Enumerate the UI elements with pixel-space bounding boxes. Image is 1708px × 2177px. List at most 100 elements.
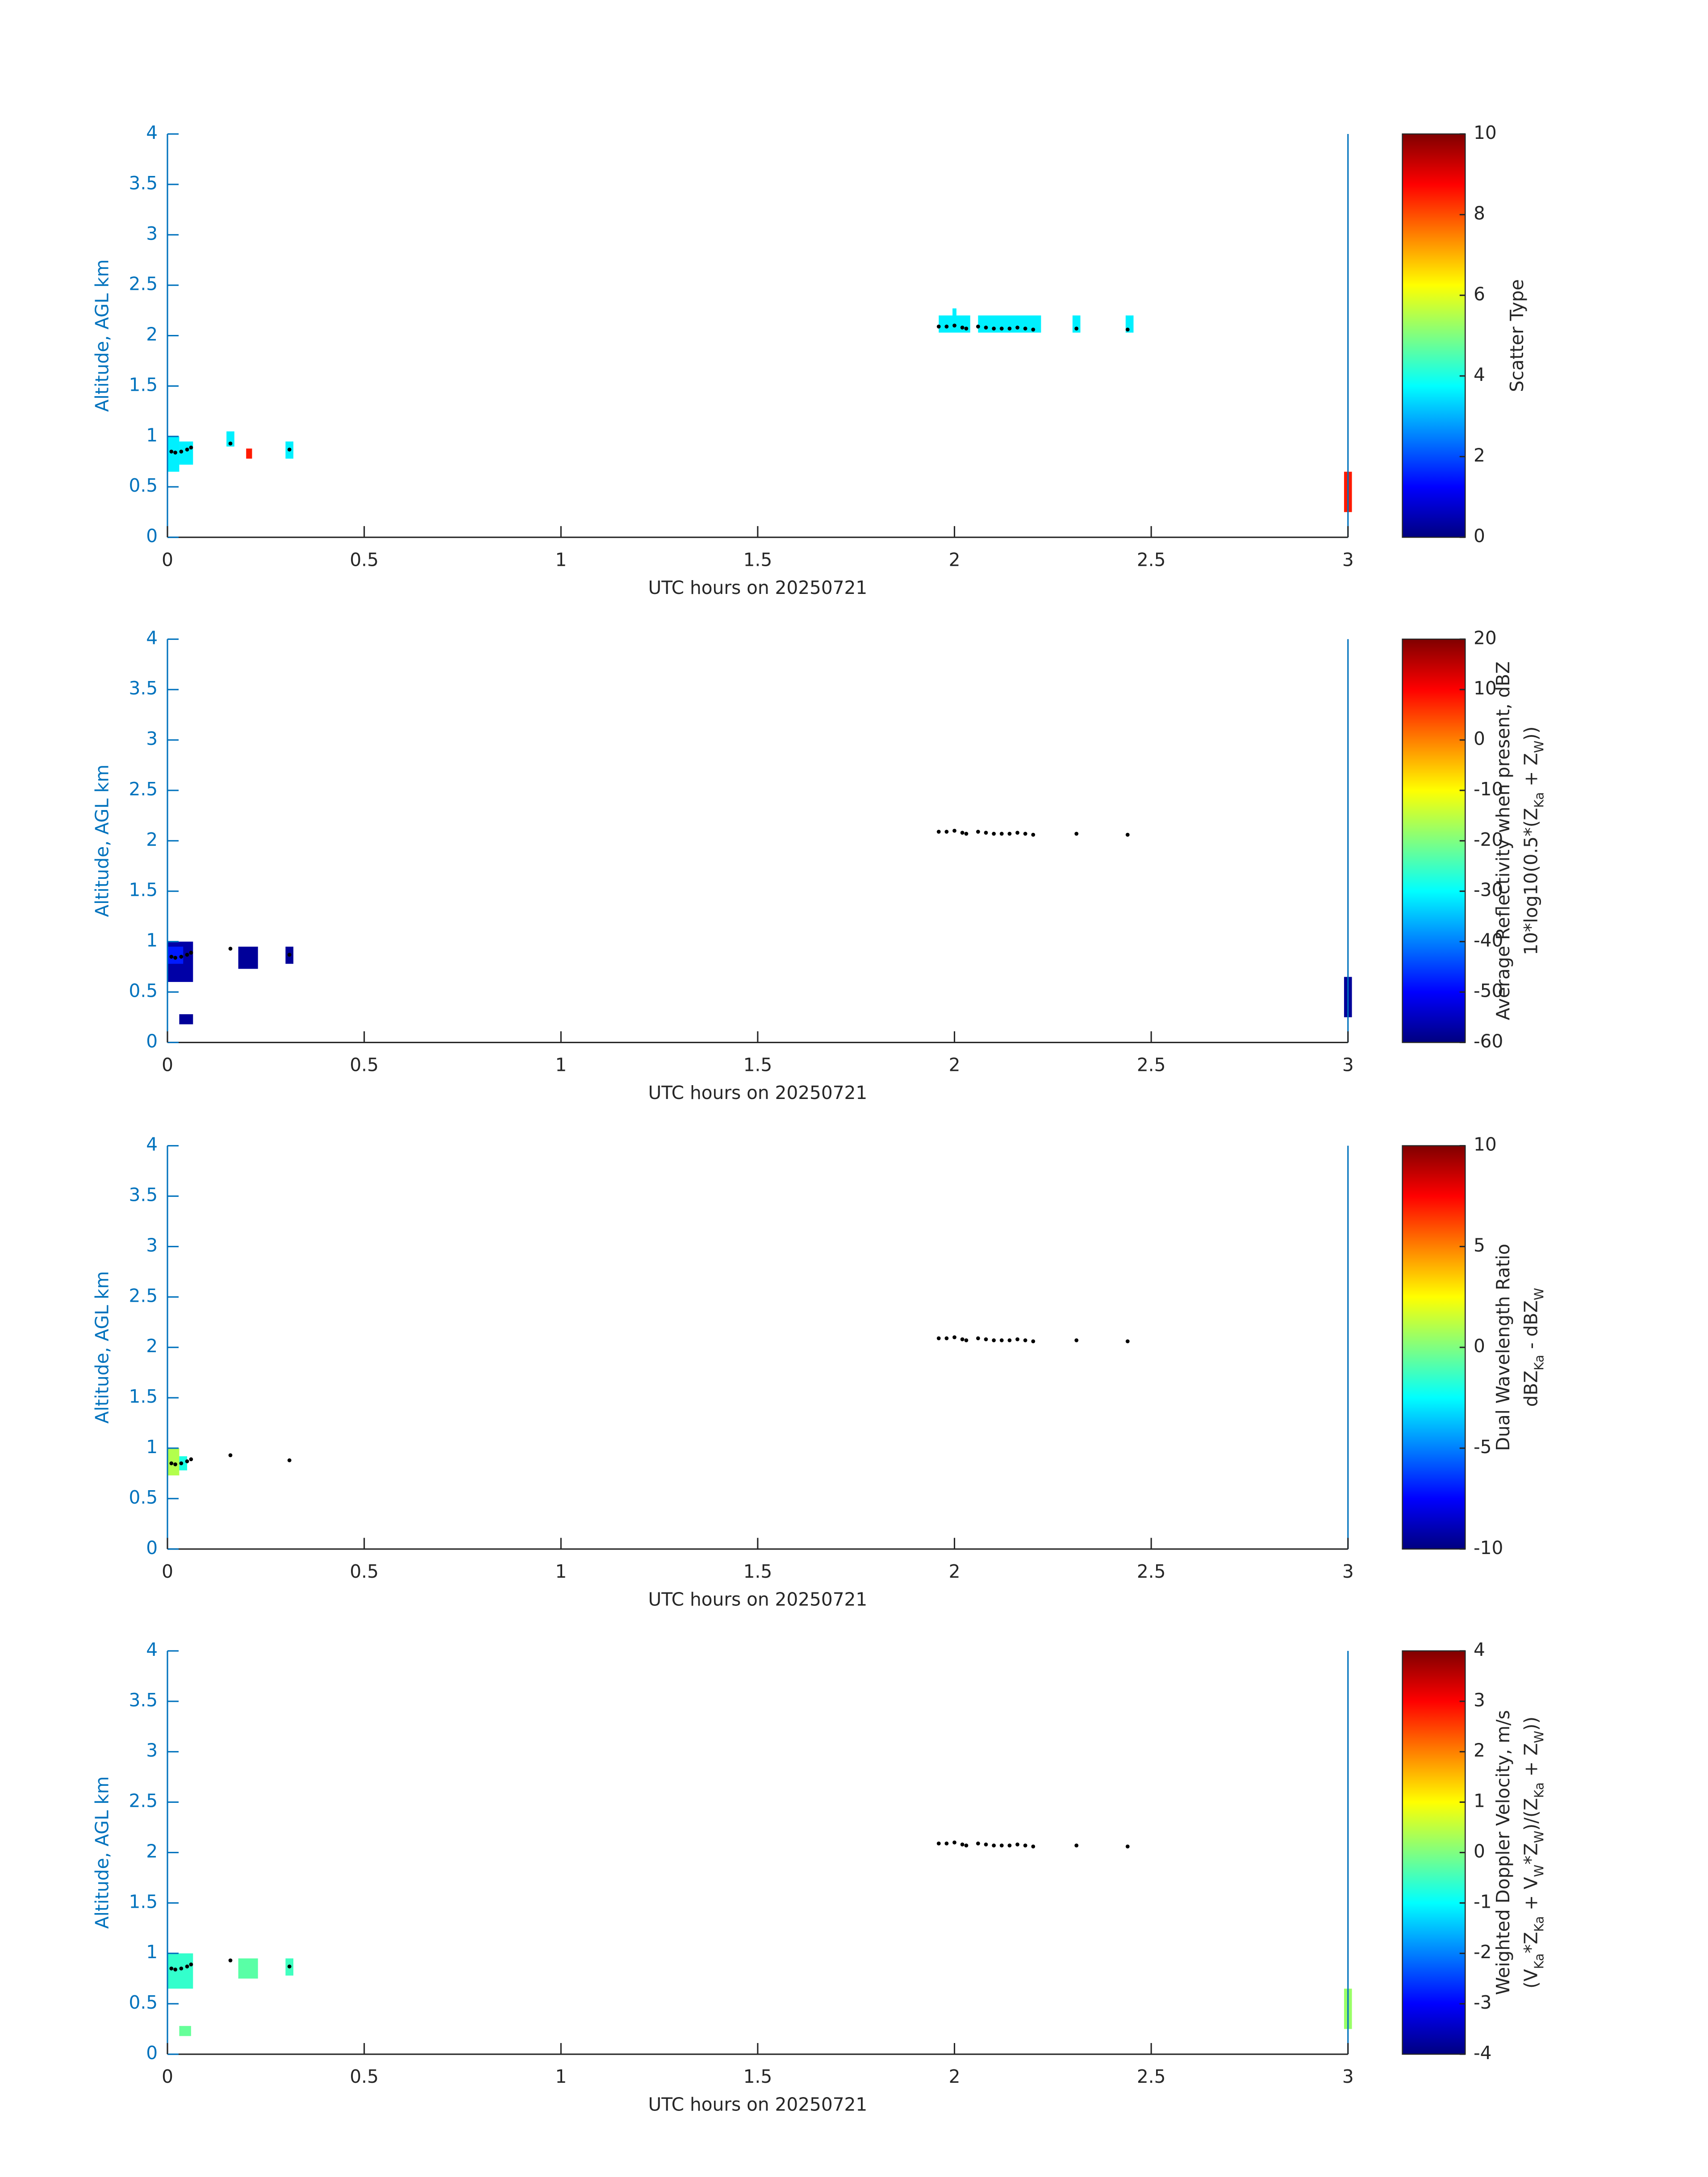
data-point [1007,1338,1012,1342]
data-point [1015,1337,1019,1341]
data-point [169,955,174,959]
colorbar-label-part: + Z [1520,753,1541,792]
y-tick-label: 0 [146,525,158,547]
data-point [287,447,292,452]
colorbar-label-part: W [1532,740,1546,753]
data-point [936,830,941,834]
data-point [976,830,980,834]
colorbar-label-part: W [1532,1731,1546,1743]
y-tick-label: 4 [146,122,158,143]
data-point [936,324,941,329]
colorbar-tick-label: 4 [1474,1639,1485,1660]
colorbar-label-part: + Z [1520,1743,1541,1782]
data-point [169,1461,174,1466]
data-point [952,1840,956,1845]
y-tick-label: 2.5 [129,1285,158,1306]
colorbar-label: Dual Wavelength Ratio [1492,1244,1514,1451]
data-point [999,1843,1004,1848]
y-tick-label: 1 [146,1436,158,1458]
y-tick-label: 3.5 [129,1184,158,1206]
x-tick-label: 1.5 [743,1561,773,1582]
data-point [1007,326,1012,331]
data-point [936,1336,941,1341]
colorbar-tick-label: -20 [1474,829,1503,850]
data-point [944,830,949,834]
colorbar-tick-label: -10 [1474,778,1503,800]
data-point [169,449,174,454]
y-tick-label: 1 [146,424,158,446]
y-tick-label: 1.5 [129,879,158,901]
data-cell [167,1953,193,1989]
colorbar-label-part: Ka [1532,1916,1546,1932]
colorbar-tick-label: 5 [1474,1234,1485,1256]
data-point [952,323,956,328]
colorbar-label-part: - dBZ [1520,1300,1541,1355]
y-axis-label: Altitude, AGL km [91,1776,113,1929]
data-point [185,447,189,452]
data-point [999,1338,1004,1342]
data-cell [238,946,258,969]
x-tick-label: 0 [162,1561,173,1582]
y-tick-label: 0.5 [129,1487,158,1508]
x-tick-label: 3 [1342,2066,1354,2087]
x-tick-label: 0.5 [350,1561,379,1582]
data-point [1015,326,1019,330]
data-cell [952,308,956,326]
data-point [992,326,996,331]
colorbar-label-part: )/(Z [1520,1798,1541,1830]
y-tick-label: 3.5 [129,677,158,699]
data-point [960,1843,965,1847]
data-point [992,832,996,836]
data-point [952,828,956,833]
data-point [1007,832,1012,836]
data-point [228,441,233,446]
x-tick-label: 0.5 [350,549,379,570]
colorbar-tick-label: -60 [1474,1030,1503,1052]
data-cell [226,431,234,447]
data-point [173,956,177,960]
data-point [185,1964,189,1968]
y-tick-label: 2 [146,1840,158,1862]
data-point [1074,1843,1079,1848]
data-point [1125,327,1130,332]
data-point [960,1337,965,1341]
colorbar-label-part: )) [1520,1717,1541,1731]
x-tick-label: 2.5 [1137,1561,1166,1582]
data-cell [179,2026,191,2036]
data-point [185,953,189,957]
y-tick-label: 3 [146,1740,158,1761]
colorbar-tick-label: 3 [1474,1689,1485,1711]
data-point [1031,1844,1036,1849]
data-point [1023,1338,1027,1342]
colorbar [1402,639,1466,1043]
data-point [169,1966,174,1971]
colorbar-tick-label: -5 [1474,1436,1492,1458]
colorbar-label-part: )) [1520,727,1541,741]
data-point [185,1459,189,1463]
data-point [944,324,949,329]
data-point [189,1457,193,1462]
y-tick-label: 2.5 [129,778,158,800]
y-tick-label: 0 [146,1030,158,1052]
colorbar-tick-label: 0 [1474,1335,1485,1357]
y-tick-label: 3.5 [129,1689,158,1711]
colorbar-tick-label: 4 [1474,364,1485,385]
colorbar-tick-label: 0 [1474,525,1485,547]
data-cell [179,1456,188,1471]
colorbar-tick-label: -4 [1474,2042,1492,2064]
x-tick-label: 1 [555,1561,567,1582]
x-tick-label: 2 [949,1561,960,1582]
x-axis-label: UTC hours on 20250721 [648,577,868,598]
y-tick-label: 0 [146,1537,158,1559]
data-point [964,1338,969,1342]
x-tick-label: 2.5 [1137,1054,1166,1076]
x-tick-label: 1 [555,2066,567,2087]
data-point [944,1841,949,1846]
colorbar [1402,133,1466,538]
y-axis-label: Altitude, AGL km [91,1271,113,1424]
data-point [1125,1339,1130,1344]
colorbar-label: (VKa*ZKa + VW*ZW)/(ZKa + ZW)) [1520,1717,1546,1989]
y-tick-label: 3 [146,223,158,244]
data-point [173,451,177,455]
colorbar-label-part: W [1532,1864,1546,1877]
